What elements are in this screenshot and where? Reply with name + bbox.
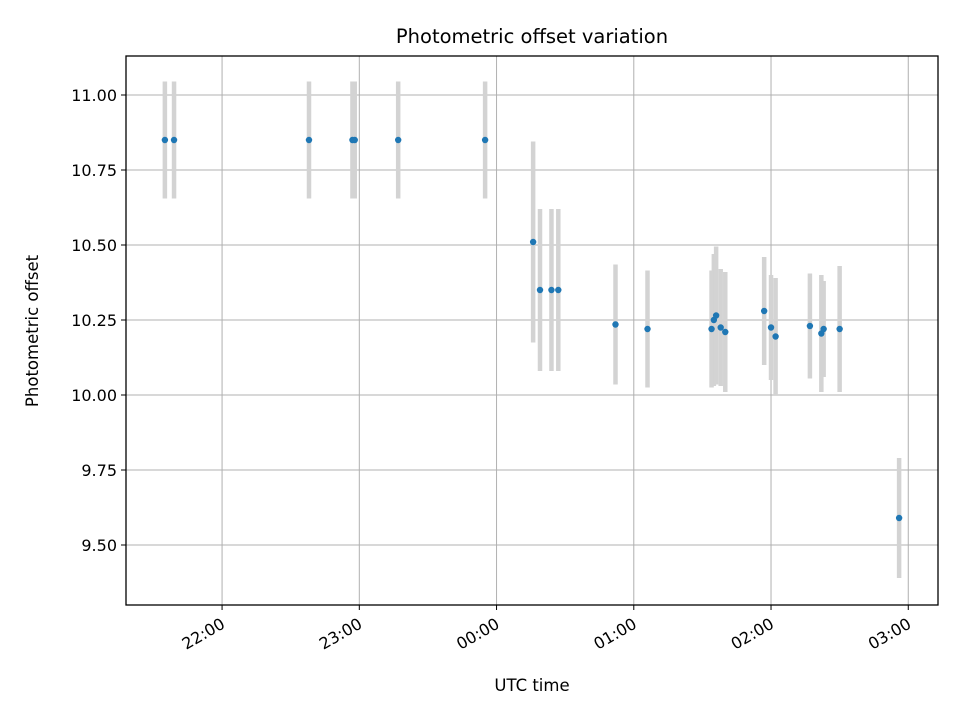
data-point (767, 324, 775, 331)
data-point (170, 136, 178, 144)
data-points (161, 136, 903, 522)
data-point (760, 307, 768, 315)
data-point (644, 325, 651, 333)
data-point (305, 136, 313, 144)
data-point (717, 324, 724, 331)
data-point (772, 333, 779, 340)
data-point (161, 136, 169, 144)
y-tick-label: 10.00 (71, 386, 117, 405)
data-point (722, 328, 729, 336)
data-point (612, 321, 619, 328)
y-axis-ticks: 9.50 9.75 10.00 10.25 10.50 10.75 11.00 (71, 86, 126, 555)
data-point (895, 514, 903, 522)
data-point (712, 312, 720, 319)
data-point (806, 322, 814, 330)
y-tick-label: 11.00 (71, 86, 117, 105)
y-tick-label: 9.50 (81, 536, 117, 555)
data-point (481, 136, 489, 144)
data-point (708, 325, 715, 333)
data-point (529, 238, 537, 246)
data-point (820, 325, 827, 333)
y-tick-label: 10.50 (71, 236, 117, 255)
data-point (836, 325, 843, 333)
chart-title: Photometric offset variation (396, 25, 668, 48)
data-point (351, 136, 358, 144)
data-point (548, 286, 555, 294)
y-tick-label: 10.25 (71, 311, 117, 330)
data-point (536, 286, 544, 294)
y-tick-label: 10.75 (71, 161, 117, 180)
y-axis-label: Photometric offset (23, 254, 42, 407)
data-point (394, 136, 402, 144)
data-point (555, 286, 562, 294)
y-tick-label: 9.75 (81, 461, 117, 480)
x-axis-label: UTC time (494, 676, 569, 695)
plot-frame (125, 55, 939, 606)
